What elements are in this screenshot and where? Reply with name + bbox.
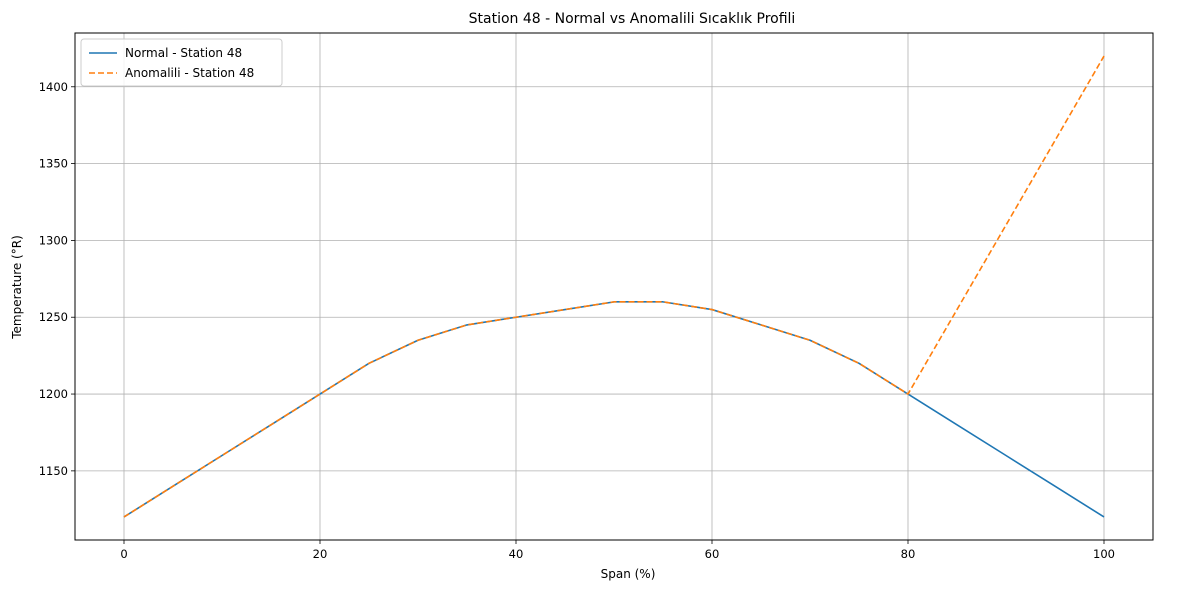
y-tick-label: 1150 [39,464,68,478]
y-tick-label: 1300 [39,233,68,247]
series-line-normal [123,301,1105,518]
y-tick-label: 1200 [39,387,68,401]
series-group [123,55,1105,518]
x-tick-label: 40 [509,547,524,561]
series-line-anomalous [123,55,1105,518]
legend-label: Anomalili - Station 48 [125,66,254,80]
x-tick-label: 80 [901,547,916,561]
legend-box [80,38,283,87]
x-tick-label: 100 [1093,547,1115,561]
x-tick-label: 60 [705,547,720,561]
legend-label: Normal - Station 48 [125,46,242,60]
axis-ticks: 0 20 40 60 80 100 1150 1200 1250 1300 1350 1400 [39,80,1115,561]
plot-area [74,32,1154,541]
y-axis-label: Temperature (°R) [10,235,24,340]
chart-title: Station 48 - Normal vs Anomalili Sıcaklı… [469,11,796,27]
x-tick-label: 20 [313,547,328,561]
grid [75,33,1153,540]
y-tick-label: 1400 [39,80,68,94]
legend: Normal - Station 48 Anomalili - Station 4… [80,38,283,87]
x-tick-label: 0 [120,547,127,561]
y-tick-label: 1350 [39,157,68,171]
y-tick-label: 1250 [39,310,68,324]
x-axis-label: Span (%) [601,567,656,581]
